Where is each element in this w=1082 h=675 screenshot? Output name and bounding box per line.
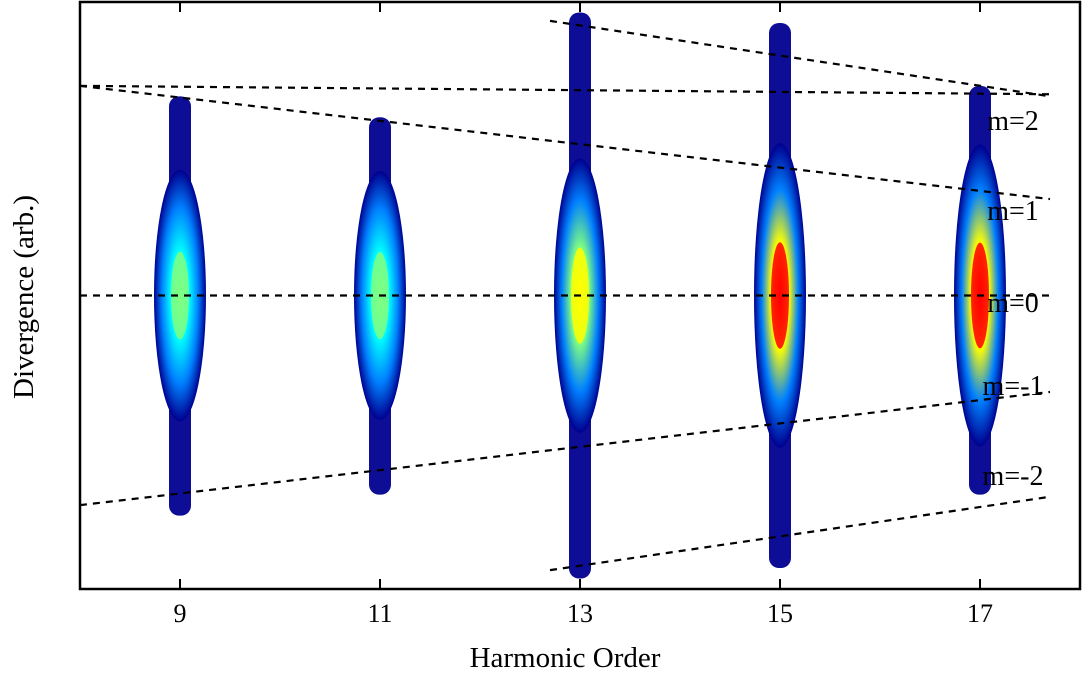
harmonic-spot-9 [154, 96, 206, 516]
mode-label: m=-1 [983, 371, 1044, 402]
mode-line-m=2 [79, 84, 1051, 96]
harmonic-spot-15 [754, 22, 806, 569]
y-axis-label: Divergence (arb.) [8, 195, 40, 399]
mode-label: m=2 [987, 106, 1039, 137]
x-axis-ticks: 9 11 13 15 17 [174, 2, 993, 628]
x-tick-label: 13 [567, 599, 593, 628]
mode-label: m=0 [987, 288, 1039, 319]
plot-frame [78, 0, 1082, 591]
x-tick-label: 17 [967, 599, 993, 628]
harmonic-spots [154, 12, 1006, 579]
mode-label: m=1 [987, 196, 1039, 227]
mode-line-m=-2 [549, 495, 1051, 572]
x-tick-label: 15 [767, 599, 793, 628]
x-tick-label: 11 [367, 599, 392, 628]
mode-lines [79, 19, 1051, 572]
mode-label: m=-2 [983, 461, 1044, 492]
mode-line-m=2-b [549, 19, 1051, 98]
mode-labels: m=2 m=1 m=0 m=-1 m=-2 [983, 106, 1044, 492]
mode-line-m=1 [79, 84, 1051, 201]
x-axis-label: Harmonic Order [470, 642, 661, 674]
mode-line-m=-1 [79, 390, 1051, 507]
x-tick-label: 9 [174, 599, 187, 628]
